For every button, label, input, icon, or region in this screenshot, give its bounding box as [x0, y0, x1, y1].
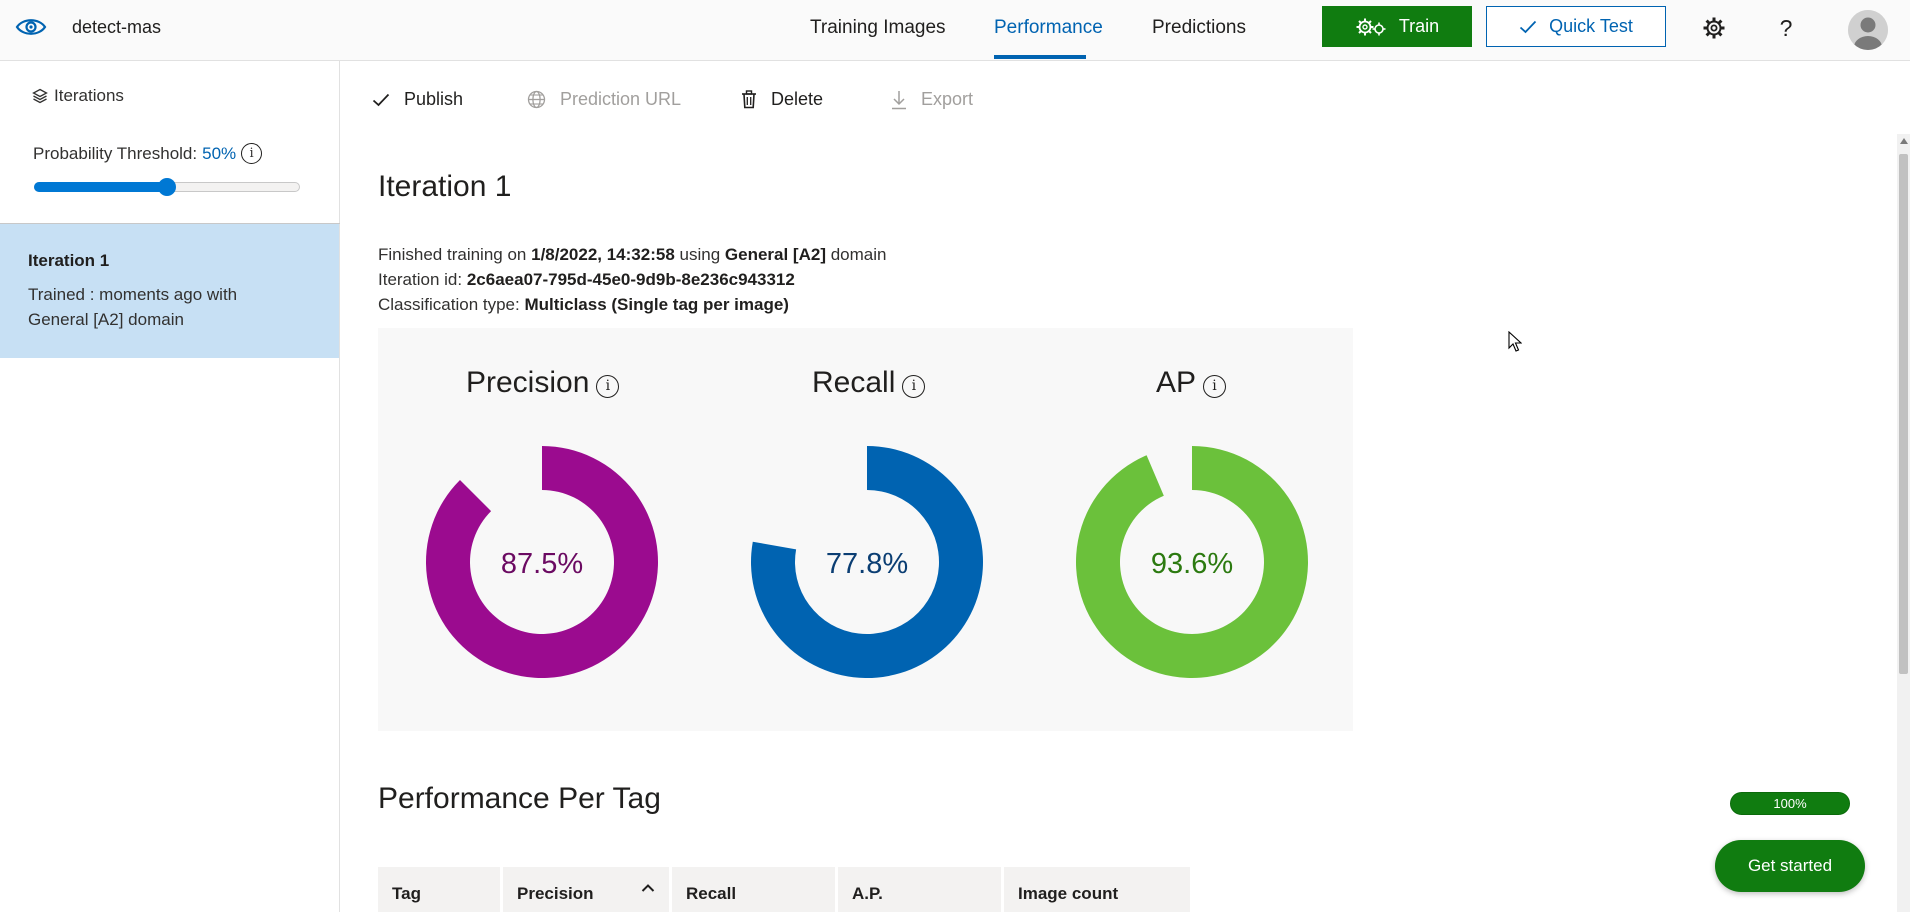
performance-per-tag-title: Performance Per Tag — [378, 782, 661, 815]
column-header-label: Image count — [1018, 884, 1119, 903]
recall-donut-chart: 77.8% — [751, 446, 983, 678]
tab-training-images[interactable]: Training Images — [810, 17, 946, 38]
column-header-recall[interactable]: Recall — [672, 867, 835, 912]
tab-performance[interactable]: Performance — [994, 17, 1103, 38]
classification-line: Classification type: Multiclass (Single … — [378, 295, 789, 315]
progress-indicator: 100% — [1730, 792, 1850, 815]
column-header-image-count[interactable]: Image count — [1004, 867, 1190, 912]
prediction-url-button[interactable]: Prediction URL — [527, 89, 681, 110]
info-icon[interactable]: i — [902, 374, 926, 398]
iteration-item-description: Trained : moments ago with General [A2] … — [28, 285, 238, 329]
export-button[interactable]: Export — [891, 89, 973, 110]
trash-icon — [742, 90, 756, 109]
top-bar: detect-mas Training Images Performance P… — [0, 0, 1910, 61]
help-button[interactable]: ? — [1771, 13, 1801, 43]
threshold-slider[interactable] — [34, 172, 300, 202]
iteration-id-value: 2c6aea07-795d-45e0-9d9b-8e236c943312 — [466, 270, 795, 289]
finished-prefix: Finished training on — [378, 245, 527, 264]
mouse-cursor-icon — [1508, 331, 1522, 352]
slider-fill — [34, 182, 167, 192]
get-started-button[interactable]: Get started — [1715, 840, 1865, 892]
metrics-panel: Precision i Recall i AP i 87.5% 77.8% 93… — [378, 328, 1353, 731]
delete-label: Delete — [771, 89, 824, 109]
help-icon: ? — [1779, 14, 1793, 41]
domain-word: domain — [830, 245, 887, 264]
column-header-ap[interactable]: A.P. — [838, 867, 1001, 912]
threshold-label: Probability Threshold: — [33, 143, 198, 163]
download-icon — [892, 90, 906, 109]
progress-label: 100% — [1773, 796, 1807, 811]
user-avatar-icon[interactable] — [1848, 10, 1888, 50]
column-header-label: Precision — [517, 884, 594, 903]
scroll-up-arrow-icon[interactable] — [1900, 138, 1908, 144]
ap-label: AP — [1156, 366, 1197, 399]
sidebar-divider — [0, 223, 340, 224]
quick-test-label: Quick Test — [1549, 16, 1633, 36]
classification-label: Classification type: — [378, 295, 520, 314]
training-info-line: Finished training on 1/8/2022, 14:32:58 … — [378, 245, 886, 265]
info-icon[interactable]: i — [596, 374, 620, 398]
iterations-label: Iterations — [54, 86, 124, 105]
globe-icon — [527, 90, 546, 109]
iteration-id-line: Iteration id: 2c6aea07-795d-45e0-9d9b-8e… — [378, 270, 795, 290]
recall-value: 77.8% — [826, 548, 908, 580]
iteration-list-item[interactable]: Iteration 1 Trained : moments ago with G… — [0, 224, 339, 358]
iterations-header: Iterations — [32, 86, 124, 106]
ap-donut-arc — [1076, 446, 1308, 678]
settings-button[interactable] — [1699, 13, 1729, 43]
precision-title: Precision i — [466, 366, 620, 400]
prediction-url-label: Prediction URL — [560, 89, 682, 109]
ap-donut-chart: 93.6% — [1076, 446, 1308, 678]
train-button-label: Train — [1398, 16, 1440, 36]
iteration-item-title: Iteration 1 — [28, 251, 110, 270]
precision-donut-chart: 87.5% — [426, 446, 658, 678]
column-header-label: Tag — [392, 884, 421, 903]
info-icon[interactable]: i — [1203, 374, 1227, 398]
slider-thumb[interactable] — [158, 178, 176, 196]
finished-date: 1/8/2022, 14:32:58 — [531, 245, 675, 264]
iteration-title: Iteration 1 — [378, 170, 512, 203]
project-name[interactable]: detect-mas — [72, 17, 162, 37]
column-header-label: A.P. — [852, 884, 883, 903]
recall-donut-arc — [751, 446, 983, 678]
gears-icon — [1356, 18, 1386, 35]
classification-value: Multiclass (Single tag per image) — [524, 295, 789, 314]
performance-per-tag-table: Tag Precision Recall A.P. Image count — [378, 867, 1193, 912]
column-header-tag[interactable]: Tag — [378, 867, 500, 912]
export-label: Export — [921, 89, 974, 109]
checkmark-icon — [1520, 20, 1537, 33]
iteration-id-label: Iteration id: — [378, 270, 463, 289]
recall-title: Recall i — [812, 366, 926, 400]
ap-title: AP i — [1156, 366, 1227, 400]
sidebar: Iterations Probability Threshold: 50% i … — [0, 61, 340, 912]
delete-button[interactable]: Delete — [741, 89, 823, 110]
train-button[interactable]: Train — [1322, 6, 1472, 47]
sort-ascending-icon[interactable] — [641, 883, 655, 893]
column-header-precision[interactable]: Precision — [503, 867, 669, 912]
probability-threshold: Probability Threshold: 50% i — [33, 143, 263, 164]
info-icon[interactable]: i — [241, 143, 263, 164]
ap-value: 93.6% — [1151, 548, 1233, 580]
using-word: using — [679, 245, 721, 264]
column-header-label: Recall — [686, 884, 737, 903]
publish-label: Publish — [404, 89, 464, 109]
threshold-value: 50% — [202, 143, 237, 163]
tab-predictions[interactable]: Predictions — [1152, 17, 1246, 38]
active-tab-indicator — [994, 55, 1086, 59]
precision-donut-arc — [426, 446, 658, 678]
domain-name: General [A2] — [724, 245, 826, 264]
settings-gear-icon — [1703, 17, 1725, 39]
precision-value: 87.5% — [501, 548, 583, 580]
quick-test-button[interactable]: Quick Test — [1486, 6, 1666, 47]
eye-logo-icon[interactable] — [14, 12, 48, 42]
layers-icon — [32, 88, 48, 104]
recall-label: Recall — [812, 366, 896, 399]
vertical-scrollbar[interactable] — [1897, 134, 1910, 912]
precision-label: Precision — [466, 366, 590, 399]
checkmark-icon — [372, 93, 390, 106]
publish-button[interactable]: Publish — [372, 89, 463, 110]
scroll-thumb[interactable] — [1899, 154, 1908, 674]
progress-fill — [1731, 793, 1849, 814]
